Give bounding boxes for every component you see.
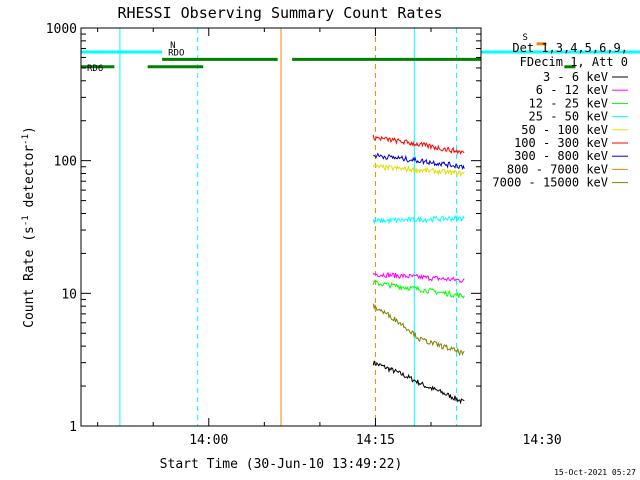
series-2-segment-0: [372, 279, 465, 299]
x-axis-label: Start Time (30-Jun-10 13:49:22): [160, 457, 403, 472]
series-4-segment-0: [372, 163, 465, 177]
y-axis-label-sup2: -1: [21, 134, 31, 145]
legend-entry-4-label: 50 - 100 keV: [521, 123, 608, 137]
y-axis-label-mid: detector: [22, 145, 37, 216]
flag-label-n: N: [170, 41, 175, 51]
flag-label-rdo: RDO: [168, 48, 184, 58]
legend-entry-6-label: 300 - 800 keV: [514, 149, 608, 163]
y-axis-label-end: ): [22, 126, 37, 134]
y-axis-label-main: Count Rate (s: [22, 226, 37, 328]
legend: Det 1,3,4,5,6,9, FDecim 1, Att 0 3 - 6 k…: [492, 41, 628, 190]
series-1-segment-0: [372, 272, 465, 283]
legend-entry-3-label: 25 - 50 keV: [529, 110, 608, 124]
legend-entry-1-label: 6 - 12 keV: [536, 83, 608, 97]
legend-header-line-2: FDecim 1, Att 0: [520, 55, 628, 69]
series-3-segment-0: [372, 214, 465, 225]
legend-entry-5-label: 100 - 300 keV: [514, 136, 608, 150]
legend-entry-2-label: 12 - 25 keV: [529, 96, 608, 110]
y-tick-label-1: 10: [61, 287, 77, 302]
series-8-segment-0: [372, 303, 465, 357]
y-tick-label-3: 1000: [46, 22, 77, 37]
series-6-segment-0: [372, 152, 465, 171]
legend-entry-8-label: 7000 - 15000 keV: [492, 176, 608, 190]
legend-entry-0-label: 3 - 6 keV: [543, 70, 608, 84]
x-tick-label-0: 14:00: [189, 433, 228, 448]
legend-entry-7-label: 800 - 7000 keV: [507, 162, 608, 176]
legend-header-line-1: Det 1,3,4,5,6,9,: [512, 41, 628, 55]
plot-frame: [80, 27, 482, 427]
series-5-segment-0: [372, 134, 465, 156]
series-0-segment-0: [372, 360, 465, 405]
flag-label-rd6: RD6: [87, 64, 103, 74]
chart-title: RHESSI Observing Summary Count Rates: [117, 4, 442, 22]
y-tick-label-2: 100: [54, 155, 77, 170]
y-axis-label-sup1: -1: [21, 215, 31, 226]
plot-area: N S RDO RD6: [81, 28, 640, 426]
y-axis: 1 10 100 1000: [46, 22, 481, 435]
flag-label-s: S: [523, 33, 528, 43]
x-tick-label-2: 14:30: [523, 433, 562, 448]
y-axis-label: Count Rate (s-1 detector-1): [21, 126, 37, 328]
y-tick-label-0: 1: [69, 420, 77, 435]
footer-timestamp: 15-Oct-2021 05:27: [554, 468, 636, 477]
x-tick-label-1: 14:15: [356, 433, 395, 448]
